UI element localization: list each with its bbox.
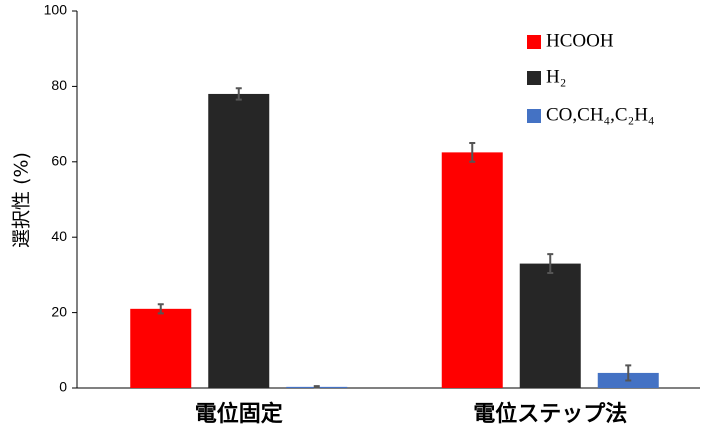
error-bar (313, 385, 320, 389)
error-bar (235, 87, 242, 101)
y-tick-label: 20 (51, 303, 67, 319)
y-tick-label: 80 (51, 77, 67, 93)
legend-label: CO,CH₄,C₂H₄ (546, 104, 655, 125)
legend-swatch (527, 71, 541, 85)
legend-swatch (527, 109, 541, 123)
x-tick-label: 電位ステップ法 (473, 401, 627, 427)
y-tick-label: 0 (59, 379, 67, 395)
error-bar (547, 253, 554, 275)
bar (441, 152, 503, 388)
x-tick-label: 電位固定 (195, 401, 283, 427)
error-bar (625, 364, 632, 382)
bar (208, 93, 270, 388)
bar (130, 308, 192, 388)
legend-swatch (527, 35, 541, 49)
legend-label: HCOOH (546, 30, 614, 51)
y-tick-label: 40 (51, 228, 67, 244)
error-bar (469, 141, 476, 163)
bar (519, 263, 581, 388)
y-axis-label: 選択性 (%) (11, 152, 33, 248)
y-tick-label: 60 (51, 153, 67, 169)
y-tick-label: 100 (44, 2, 68, 18)
error-bar (157, 303, 164, 315)
legend-label: H₂ (546, 66, 566, 87)
